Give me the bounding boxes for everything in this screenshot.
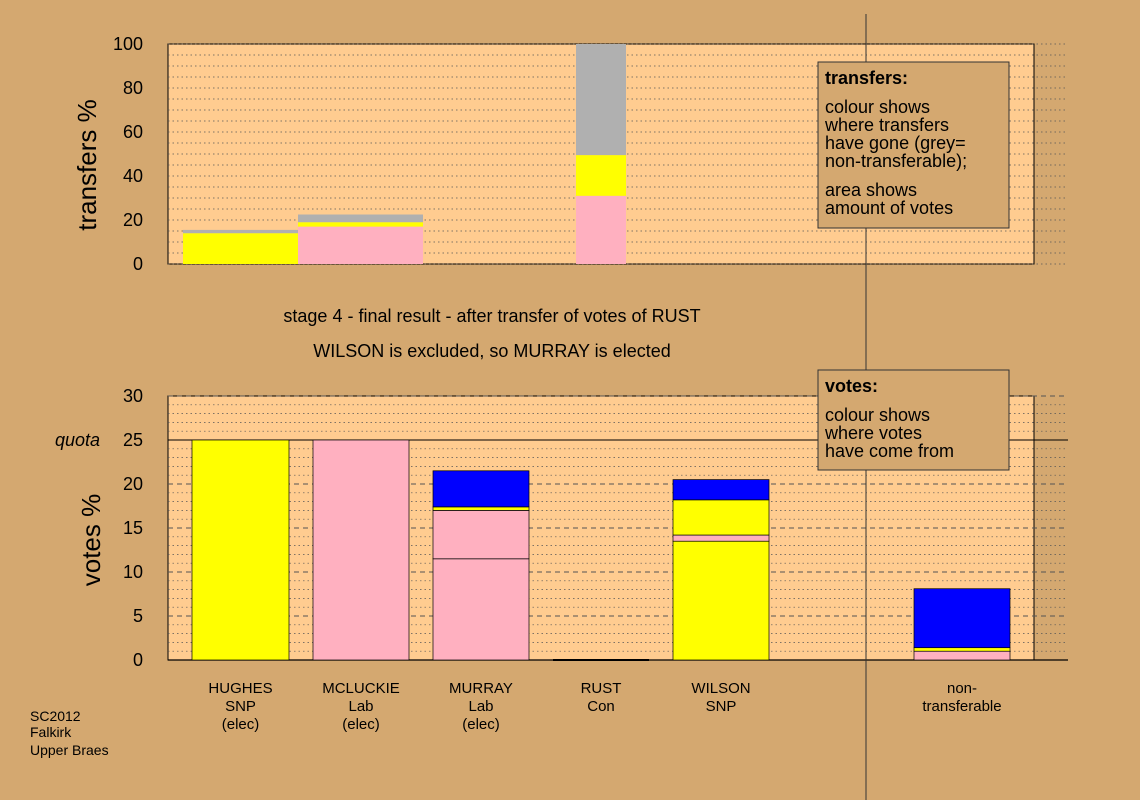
vote-bar-segment [913,650,1011,661]
transfer-bar-segment [576,44,626,156]
category-label: SNP [225,698,256,715]
category-label: MURRAY [449,680,513,697]
y-tick-label: 30 [123,386,143,406]
category-label: (elec) [342,716,380,733]
category-label: Lab [468,698,493,715]
y-tick-label: 20 [123,210,143,230]
vote-bar-segment [432,558,530,661]
transfer-bar-segment [298,222,423,227]
vote-bar-segment [432,470,530,508]
votes-legend-line: where votes [824,423,922,443]
category-label: transferable [922,698,1001,715]
vote-bar-segment [191,439,290,661]
transfers-legend: transfers: colour shows where transfers … [817,61,1010,229]
votes-legend-line: have come from [825,441,954,461]
transfer-bar-segment [183,229,298,234]
y-tick-label: 80 [123,78,143,98]
category-label: Con [587,698,615,715]
stage-caption-1: stage 4 - final result - after transfer … [283,306,700,326]
votes-legend-line: colour shows [825,405,930,425]
category-label: (elec) [462,716,500,733]
vote-bar-segment [913,588,1011,649]
vote-bar-segment [432,506,530,511]
y-tick-label: 60 [123,122,143,142]
transfers-legend-line: area shows [825,180,917,200]
transfer-bar-segment [298,214,423,223]
vote-bar-segment [672,534,770,542]
transfer-bar-segment [576,155,626,196]
votes-legend: votes: colour shows where votes have com… [817,369,1010,471]
vote-bar-segment [432,510,530,560]
category-label: MCLUCKIE [322,680,400,697]
transfers-legend-line: non-transferable); [825,151,967,171]
votes-y-ticks: 0 5 10 15 20 25 30 [123,386,143,670]
votes-legend-title: votes: [825,376,878,396]
votes-bars [191,439,1011,661]
vote-bar-segment [312,439,410,661]
y-tick-label: 0 [133,650,143,670]
category-label: SNP [706,698,737,715]
transfers-y-axis-title: transfers % [72,99,102,231]
y-tick-label: 100 [113,34,143,54]
y-tick-label: 0 [133,254,143,274]
transfers-legend-line: amount of votes [825,198,953,218]
category-label: WILSON [691,680,750,697]
vote-bar-segment [672,479,770,501]
quota-label: quota [55,430,100,450]
transfers-legend-title: transfers: [825,68,908,88]
category-label: HUGHES [208,680,272,697]
y-tick-label: 25 [123,430,143,450]
transfer-bar-segment [183,233,298,264]
stage-caption-2: WILSON is excluded, so MURRAY is elected [313,341,670,361]
source-line-2: Falkirk [30,724,72,740]
source-line-1: SC2012 [30,708,81,724]
transfers-y-ticks: 0 20 40 60 80 100 [113,34,143,274]
votes-y-axis-title: votes % [76,494,106,587]
category-label: Lab [348,698,373,715]
source-line-3: Upper Braes [30,742,109,758]
y-tick-label: 5 [133,606,143,626]
y-tick-label: 20 [123,474,143,494]
category-label: RUST [581,680,622,697]
transfers-legend-line: where transfers [824,115,949,135]
votes-category-labels: HUGHESSNP(elec)MCLUCKIELab(elec)MURRAYLa… [208,680,1001,733]
vote-bar-segment [672,499,770,536]
transfer-bar-segment [576,195,626,264]
y-tick-label: 15 [123,518,143,538]
transfer-bar-segment [298,226,423,264]
transfers-legend-line: have gone (grey= [825,133,966,153]
transfers-legend-line: colour shows [825,97,930,117]
category-label: non- [947,680,977,697]
y-tick-label: 40 [123,166,143,186]
y-tick-label: 10 [123,562,143,582]
vote-bar-segment [913,647,1011,652]
vote-bar-segment [672,540,770,661]
category-label: (elec) [222,716,260,733]
transfers-bars [183,44,626,264]
